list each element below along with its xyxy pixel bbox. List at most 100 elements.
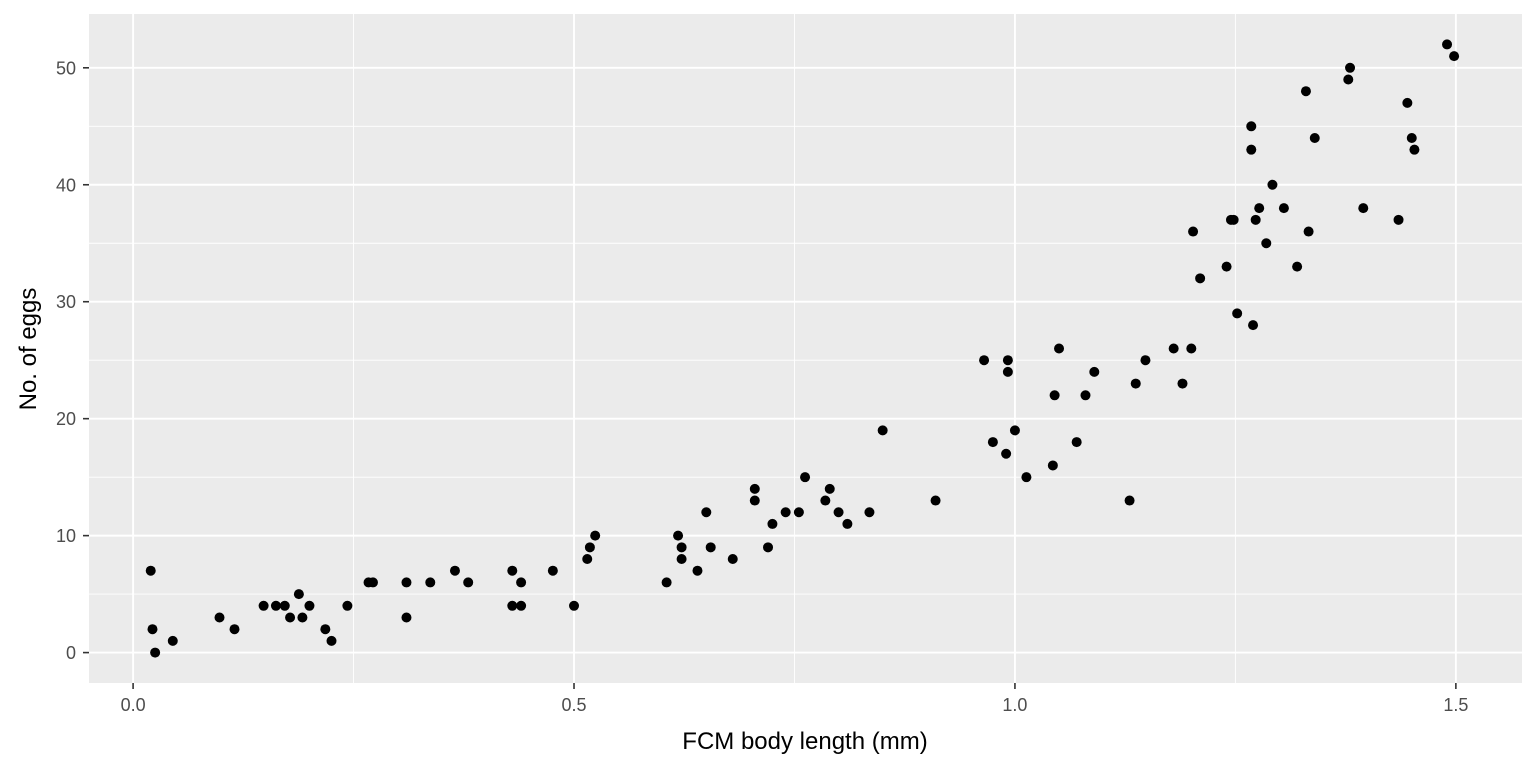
data-point — [320, 624, 331, 635]
x-tick-label: 1.5 — [1443, 695, 1468, 715]
data-point — [1267, 179, 1278, 190]
data-point — [864, 507, 875, 518]
data-point — [367, 577, 378, 588]
data-point — [1343, 74, 1354, 85]
data-point — [304, 600, 315, 611]
data-point — [1140, 355, 1151, 366]
data-point — [425, 577, 436, 588]
data-point — [285, 612, 296, 623]
data-point — [1049, 390, 1060, 401]
data-point — [676, 542, 687, 553]
data-point — [584, 542, 595, 553]
data-point — [1009, 425, 1020, 436]
data-point — [1246, 144, 1257, 155]
data-point — [1292, 261, 1303, 272]
y-tick-label: 40 — [56, 175, 76, 195]
data-point — [661, 577, 672, 588]
data-point — [1089, 366, 1100, 377]
data-point — [449, 565, 460, 576]
data-point — [824, 483, 835, 494]
data-point — [800, 472, 811, 483]
x-axis-ticks: 0.0 0.5 1.0 1.5 — [121, 683, 1468, 715]
data-point — [507, 565, 518, 576]
data-point — [1177, 378, 1188, 389]
data-point — [749, 495, 760, 506]
data-point — [820, 495, 831, 506]
data-point — [1054, 343, 1065, 354]
x-axis-title: FCM body length (mm) — [682, 728, 927, 755]
data-point — [279, 600, 290, 611]
data-point — [147, 624, 158, 635]
data-point — [569, 600, 580, 611]
data-point — [1278, 203, 1289, 214]
data-point — [676, 554, 687, 565]
data-point — [1442, 39, 1453, 50]
data-point — [842, 518, 853, 529]
data-point — [1168, 343, 1179, 354]
y-tick-label: 0 — [66, 643, 76, 663]
data-point — [1002, 366, 1013, 377]
data-point — [1130, 378, 1141, 389]
data-point — [1195, 273, 1206, 284]
data-point — [1449, 51, 1460, 62]
y-axis-ticks: 0 10 20 30 40 50 — [56, 58, 89, 663]
data-point — [516, 600, 527, 611]
data-point — [167, 635, 178, 646]
data-point — [516, 577, 527, 588]
data-point — [1254, 203, 1265, 214]
data-point — [767, 518, 778, 529]
data-point — [214, 612, 225, 623]
data-point — [1358, 203, 1369, 214]
data-point — [293, 589, 304, 600]
data-point — [701, 507, 712, 518]
data-point — [833, 507, 844, 518]
data-point — [692, 565, 703, 576]
data-point — [1228, 214, 1239, 225]
data-point — [1021, 472, 1032, 483]
data-point — [1071, 437, 1082, 448]
data-point — [297, 612, 308, 623]
x-tick-label: 1.0 — [1002, 695, 1027, 715]
data-point — [987, 437, 998, 448]
data-point — [1393, 214, 1404, 225]
data-point — [547, 565, 558, 576]
data-point — [877, 425, 888, 436]
data-point — [1402, 97, 1413, 108]
plot-panel — [89, 14, 1522, 683]
major-gridlines — [89, 14, 1522, 683]
data-point — [463, 577, 474, 588]
data-point — [793, 507, 804, 518]
data-point — [342, 600, 353, 611]
data-point — [229, 624, 240, 635]
data-point — [1248, 320, 1259, 331]
data-point — [582, 554, 593, 565]
data-point — [1080, 390, 1091, 401]
y-tick-label: 30 — [56, 292, 76, 312]
data-point — [930, 495, 941, 506]
data-point — [1409, 144, 1420, 155]
data-point — [1047, 460, 1058, 471]
data-point — [270, 600, 281, 611]
data-point — [1300, 86, 1311, 97]
data-point — [326, 635, 337, 646]
data-point — [1250, 214, 1261, 225]
data-point — [780, 507, 791, 518]
data-point — [401, 612, 412, 623]
data-point — [749, 483, 760, 494]
data-point — [1246, 121, 1257, 132]
data-point — [145, 565, 156, 576]
data-point — [1303, 226, 1314, 237]
data-point — [1221, 261, 1232, 272]
data-point — [1001, 448, 1012, 459]
data-point — [1309, 132, 1320, 143]
data-point — [705, 542, 716, 553]
data-point — [258, 600, 269, 611]
y-tick-label: 50 — [56, 58, 76, 78]
data-points — [145, 39, 1460, 658]
data-point — [150, 647, 161, 658]
x-tick-label: 0.0 — [121, 695, 146, 715]
data-point — [1345, 62, 1356, 73]
data-point — [673, 530, 684, 541]
y-tick-label: 10 — [56, 526, 76, 546]
